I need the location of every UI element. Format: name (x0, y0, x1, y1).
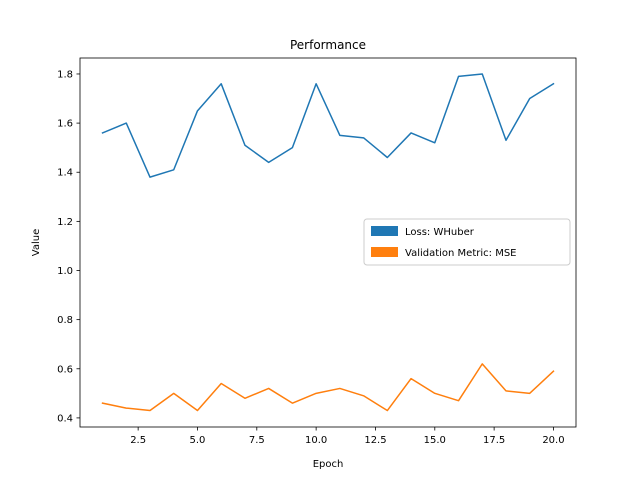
y-axis-label: Value (31, 229, 42, 256)
chart-title: Performance (290, 38, 366, 52)
series-line-0 (101, 73, 555, 178)
x-tick-label: 2.5 (130, 435, 146, 446)
y-tick-label: 1.8 (57, 69, 73, 80)
y-tick-label: 1.6 (57, 119, 73, 130)
legend-label-1: Validation Metric: MSE (405, 248, 517, 259)
x-axis-ticks: 2.5 5.0 7.5 10.0 12.5 15.0 17.5 20.0 (130, 427, 565, 446)
y-tick-label: 0.4 (57, 413, 73, 424)
x-axis-label: Epoch (313, 459, 344, 470)
x-tick-label: 15.0 (424, 435, 446, 446)
y-axis-ticks: 0.4 0.6 0.8 1.0 1.2 1.4 1.6 1.8 (57, 69, 80, 424)
legend-box (363, 218, 571, 266)
legend-swatch-1 (371, 247, 398, 257)
y-tick-label: 0.6 (57, 364, 73, 375)
x-tick-label: 17.5 (483, 435, 505, 446)
x-tick-label: 12.5 (364, 435, 386, 446)
y-tick-label: 1.0 (57, 266, 73, 277)
x-tick-label: 10.0 (305, 435, 327, 446)
legend-label-0: Loss: WHuber (405, 227, 475, 238)
legend: Loss: WHuber Validation Metric: MSE (363, 218, 571, 266)
x-tick-label: 7.5 (249, 435, 265, 446)
series-line-1 (101, 363, 555, 412)
legend-swatch-0 (371, 226, 398, 236)
y-tick-label: 1.2 (57, 217, 73, 228)
y-tick-label: 1.4 (57, 168, 73, 179)
x-tick-label: 5.0 (190, 435, 206, 446)
plot-lines (101, 73, 555, 412)
x-tick-label: 20.0 (542, 435, 564, 446)
y-tick-label: 0.8 (57, 315, 73, 326)
plot-frame (79, 57, 577, 428)
